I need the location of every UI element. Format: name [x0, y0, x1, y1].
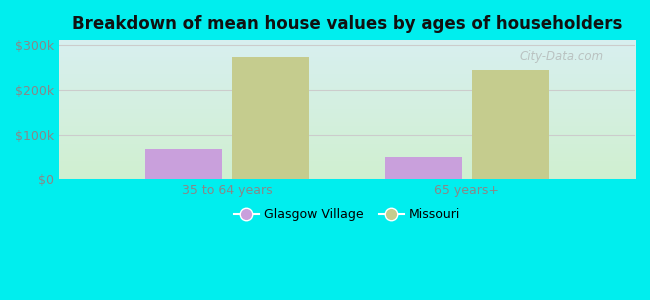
Text: City-Data.com: City-Data.com [520, 50, 604, 63]
Title: Breakdown of mean house values by ages of householders: Breakdown of mean house values by ages o… [72, 15, 622, 33]
Bar [146, 149, 222, 179]
Legend: Glasgow Village, Missouri: Glasgow Village, Missouri [229, 203, 465, 226]
Bar [385, 157, 462, 179]
Bar [232, 57, 309, 179]
Bar [472, 70, 549, 179]
